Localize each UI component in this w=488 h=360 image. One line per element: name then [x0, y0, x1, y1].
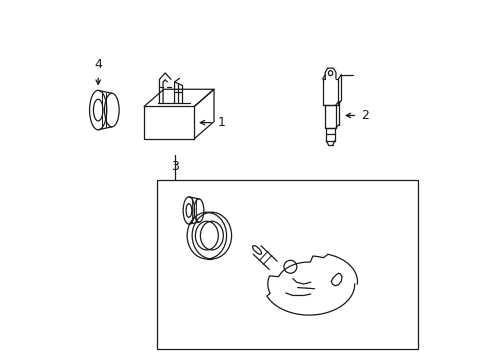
Text: 1: 1: [217, 116, 225, 129]
Text: 3: 3: [171, 160, 179, 173]
Bar: [156, 180, 418, 348]
Text: 4: 4: [94, 58, 102, 71]
Text: 2: 2: [360, 109, 368, 122]
